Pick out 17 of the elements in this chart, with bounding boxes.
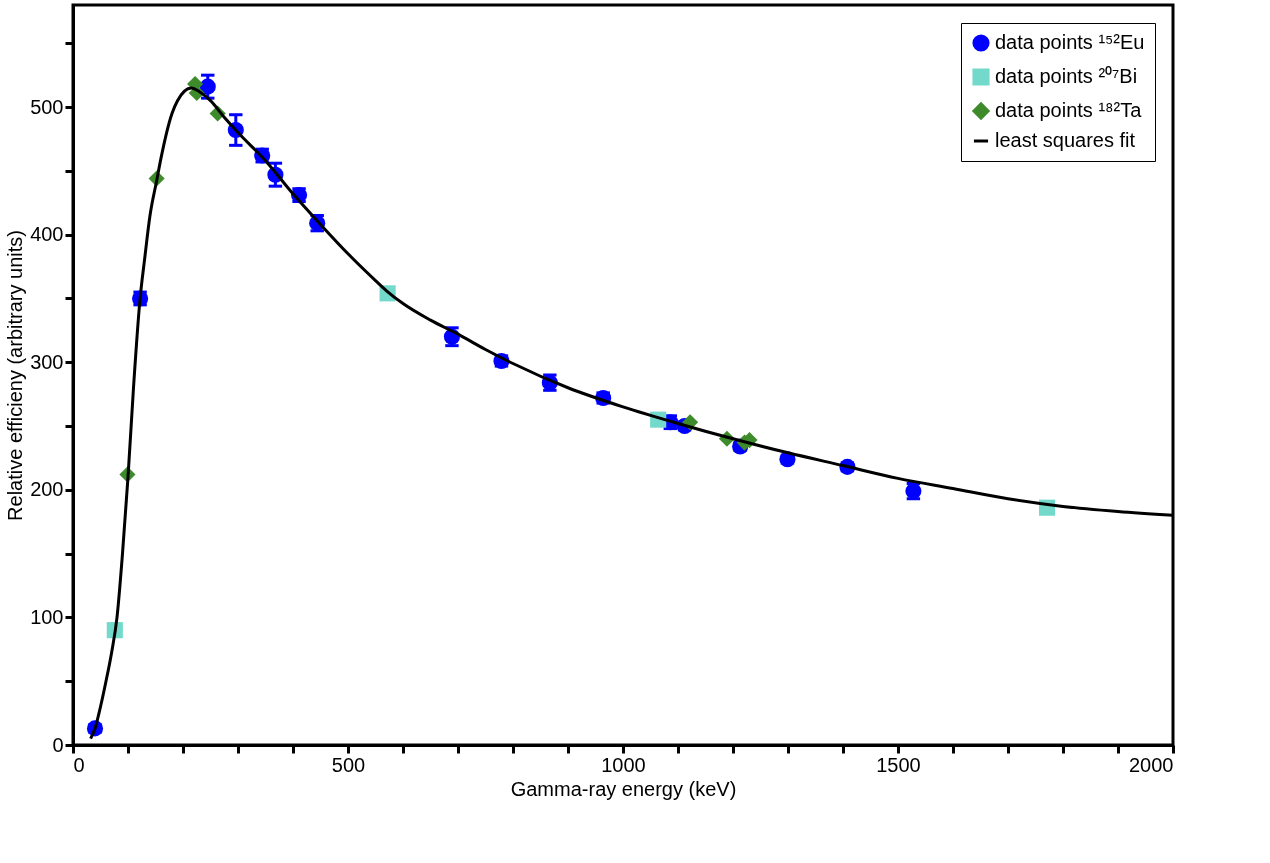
legend-label: data points ¹⁸²Ta (995, 99, 1143, 121)
x-tick-label: 1500 (876, 753, 921, 776)
x-tick-label: 500 (331, 753, 366, 776)
y-tick-label: 100 (30, 605, 64, 628)
y-axis-title: Relative efficieny (arbitrary units) (4, 230, 27, 521)
x-tick-label: 1000 (601, 753, 646, 776)
y-tick-label: 300 (30, 350, 64, 373)
y-tick-label: 200 (30, 478, 64, 501)
y-tick-label: 500 (30, 95, 64, 118)
x-axis-title: Gamma-ray energy (keV) (510, 777, 737, 800)
x-tick-label: 2000 (1129, 753, 1174, 776)
legend-label: data points ¹⁵²Eu (995, 31, 1145, 53)
y-tick-label: 400 (30, 223, 64, 246)
legend-label: data points ²⁰⁷Bi (995, 65, 1138, 87)
x-tick-label: 0 (73, 753, 85, 776)
y-tick-label: 0 (52, 733, 64, 756)
legend-label: least squares fit (995, 129, 1136, 151)
